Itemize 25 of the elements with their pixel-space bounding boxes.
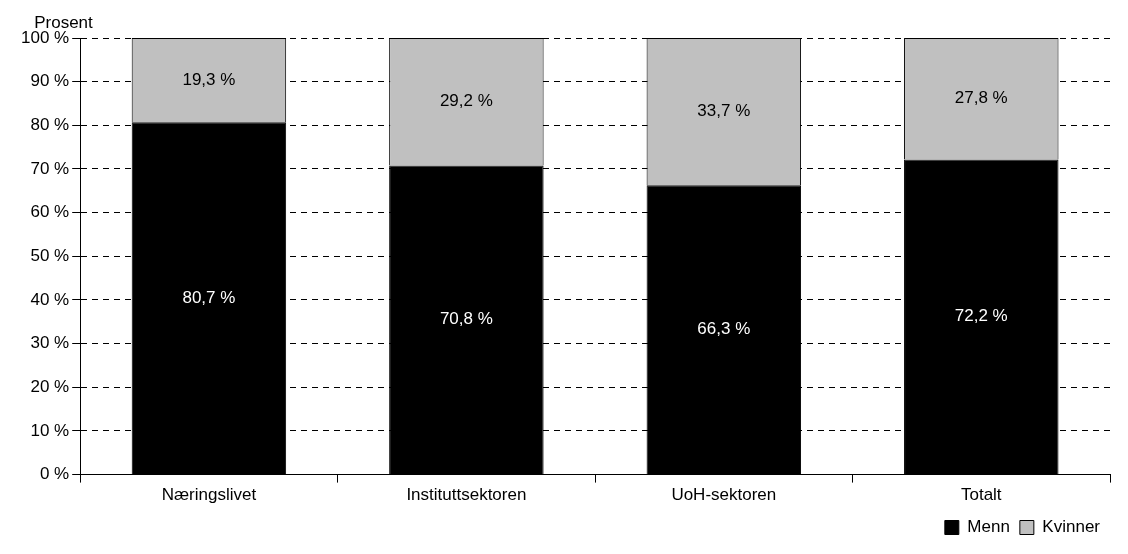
- data-label: 66,3 %: [697, 319, 751, 339]
- y-tick-label: 70 %: [30, 158, 70, 178]
- x-tick-label: UoH-sektoren: [671, 485, 777, 505]
- y-tick-label: 0 %: [39, 464, 70, 484]
- y-tick-label: 40 %: [30, 289, 70, 309]
- data-label: 33,7 %: [697, 101, 751, 121]
- x-tick-label: Instituttsektoren: [406, 485, 527, 505]
- legend-label: Menn: [967, 517, 1010, 537]
- x-tick-label: Totalt: [960, 485, 1002, 505]
- data-label: 80,7 %: [182, 287, 236, 307]
- y-tick-label: 80 %: [30, 115, 70, 135]
- data-label: 27,8 %: [954, 88, 1008, 108]
- y-tick-label: 60 %: [30, 202, 70, 222]
- x-tick-label: Næringslivet: [161, 485, 257, 505]
- data-label: 19,3 %: [182, 69, 236, 89]
- y-tick-label: 100 %: [21, 27, 70, 47]
- y-tick-label: 90 %: [30, 71, 70, 91]
- y-tick-label: 30 %: [30, 333, 70, 353]
- y-tick-label: 10 %: [30, 420, 70, 440]
- y-tick-label: 20 %: [30, 376, 70, 396]
- data-label: 72,2 %: [954, 306, 1008, 326]
- y-tick-label: 50 %: [30, 245, 70, 265]
- data-label: 29,2 %: [439, 91, 493, 111]
- legend-label: Kvinner: [1042, 517, 1101, 537]
- data-label: 70,8 %: [439, 309, 493, 329]
